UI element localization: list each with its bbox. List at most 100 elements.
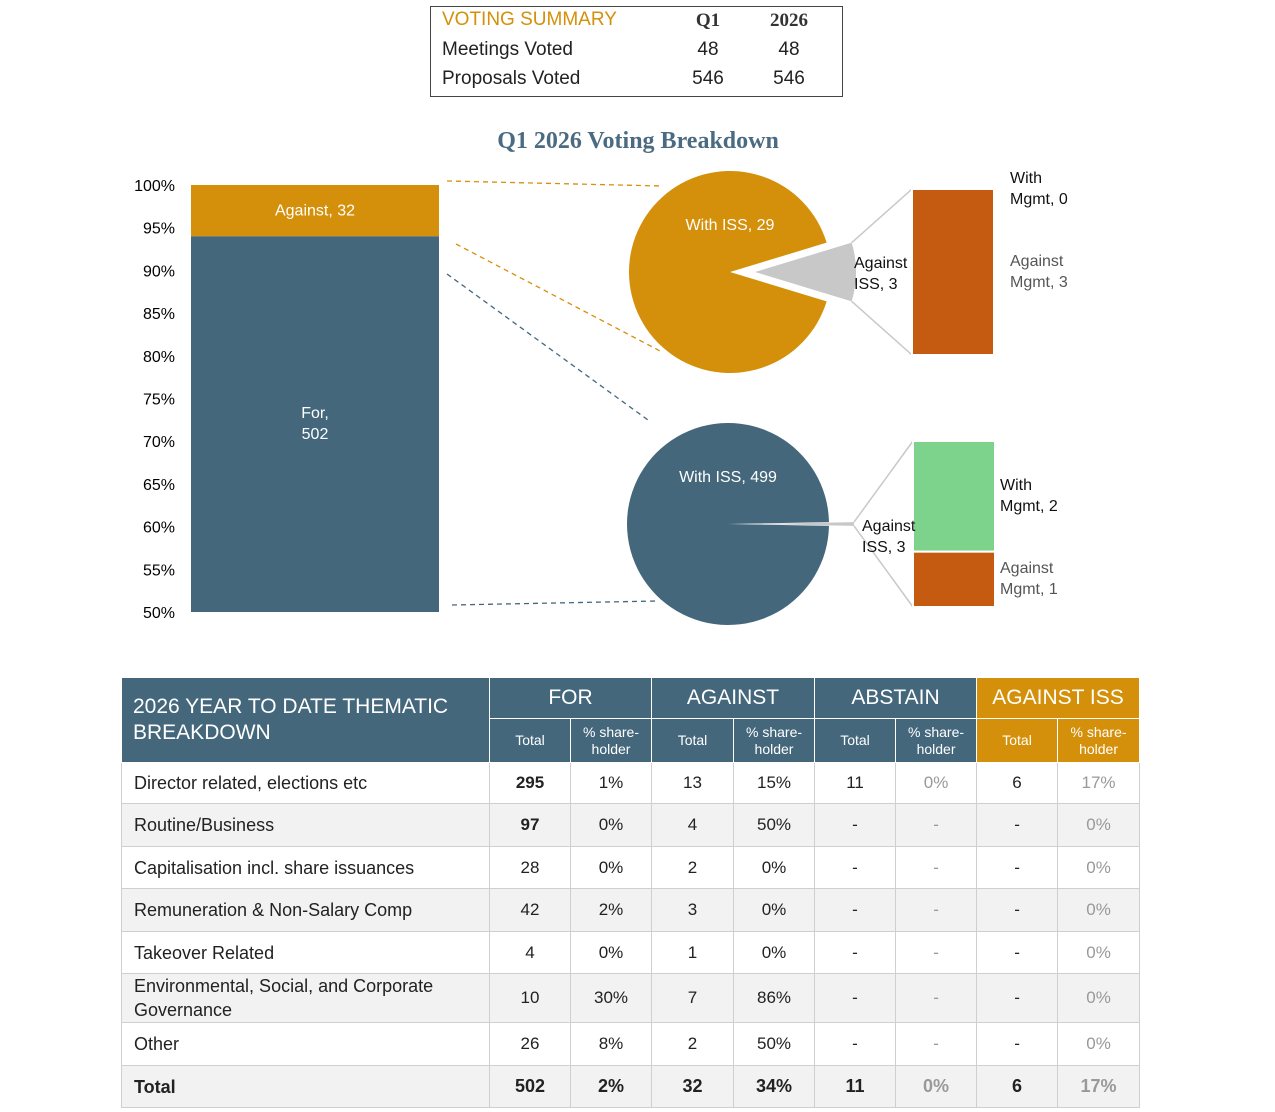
table-row: Remuneration & Non-Salary Comp 42 2% 3 0% - - -…: [121, 888, 1141, 932]
summary-row-label: Meetings Voted: [442, 39, 573, 60]
table-cell: 0%: [1057, 803, 1141, 847]
summary-value: 48: [778, 39, 800, 60]
table-row: Other 26 8% 2 50% - - -0%: [121, 1022, 1141, 1066]
table-cell: -: [976, 888, 1059, 932]
table-cell: 0%: [895, 762, 978, 804]
table-cell: 502: [489, 1065, 571, 1108]
bar-segment: [191, 236, 439, 612]
table-cell: 42: [489, 888, 571, 932]
y-tick-label: 70%: [143, 434, 175, 451]
table-cell: 0%: [733, 931, 816, 974]
table-cell: 97: [489, 803, 571, 847]
table-cell: 0%: [1057, 1022, 1141, 1066]
group-header: ABSTAIN: [814, 677, 978, 719]
connector: [851, 300, 913, 356]
table-cell: 32: [651, 1065, 735, 1108]
table-cell: 295: [489, 762, 571, 804]
table-cell: -: [814, 973, 897, 1023]
table-cell: 6: [976, 762, 1059, 804]
table-row: Capitalisation incl. share issuances 28 0%…: [121, 846, 1141, 889]
table-cell: Takeover Related: [121, 931, 490, 974]
y-tick-label: 100%: [134, 178, 175, 195]
bar-label: For, 502: [301, 405, 329, 444]
table-cell: 1%: [569, 762, 653, 804]
y-tick-label: 85%: [143, 306, 175, 323]
pie-label: Against ISS, 3: [854, 255, 908, 293]
group-header: AGAINST: [651, 677, 816, 719]
table-cell: 28: [489, 846, 571, 889]
table-cell: 0%: [569, 803, 653, 847]
table-cell: 10: [489, 973, 571, 1023]
table-cell: 0%: [733, 846, 816, 889]
breakdown-segment: [912, 440, 996, 553]
table-row: Takeover Related 4 0% 1 0% - - -0%: [121, 931, 1141, 974]
table-cell: -: [976, 846, 1059, 889]
thematic-table: 2026 YEAR TO DATE THEMATIC BREAKDOWN FOR A…: [121, 677, 1141, 1108]
table-cell: 0%: [733, 888, 816, 932]
y-tick-label: 80%: [143, 349, 175, 366]
table-cell: 50%: [733, 1022, 816, 1066]
breakdown-label: With Mgmt, 2: [1000, 477, 1058, 516]
breakdown-label: With Mgmt, 0: [1010, 170, 1068, 208]
group-header: AGAINST ISS: [976, 677, 1141, 719]
subheader: % share-holder: [1057, 718, 1141, 763]
header-row: 2026 YEAR TO DATE THEMATIC BREAKDOWN FOR A…: [121, 677, 1141, 763]
breakdown-segment: [911, 188, 995, 356]
table-cell: Capitalisation incl. share issuances: [121, 846, 490, 889]
table-cell: -: [895, 931, 978, 974]
table-cell: -: [895, 973, 978, 1023]
table-cell: 1: [651, 931, 735, 974]
pie-label: Against ISS, 3: [862, 518, 916, 556]
y-tick-label: 90%: [143, 263, 175, 280]
table-cell: -: [976, 973, 1059, 1023]
table-cell: 8%: [569, 1022, 653, 1066]
table-cell: 2: [651, 846, 735, 889]
table-cell: 50%: [733, 803, 816, 847]
breakdown-segment: [912, 550, 996, 609]
y-tick-label: 55%: [143, 562, 175, 579]
breakdown-label: Against Mgmt, 1: [1000, 560, 1058, 599]
subheader-row: Total% share-holder Total% share-holder To…: [122, 718, 1141, 763]
table-cell: 0%: [1057, 888, 1141, 932]
table-cell: 0%: [1057, 973, 1141, 1023]
connector: [853, 440, 914, 523]
table-row: Director related, elections etc 295 1% 13 15…: [121, 762, 1141, 804]
group-header: FOR: [488, 677, 653, 719]
table-cell: -: [976, 1022, 1059, 1066]
summary-column: Q1: [695, 10, 721, 31]
table-cell: -: [814, 931, 897, 974]
table-cell: 0%: [569, 931, 653, 974]
y-tick-label: 75%: [143, 392, 175, 409]
summary-value: 546: [692, 68, 724, 89]
table-row: Environmental, Social, and Corporate Gov…: [121, 973, 1141, 1023]
table-cell: 3: [651, 888, 735, 932]
table-row: Routine/Business 97 0% 4 50% - - -0%: [121, 803, 1141, 847]
subheader: Total: [814, 718, 897, 763]
table-cell: 30%: [569, 973, 653, 1023]
subheader: Total: [651, 718, 735, 763]
table-row: Total 502 2% 32 34% 11 0% 6 17%: [121, 1065, 1141, 1108]
table-cell: 2%: [569, 1065, 653, 1108]
table-title: 2026 YEAR TO DATE THEMATIC BREAKDOWN: [121, 677, 490, 763]
table-cell: 0%: [1057, 931, 1141, 974]
y-tick-label: 65%: [143, 477, 175, 494]
table-cell: 2: [651, 1022, 735, 1066]
connectors: [446, 180, 663, 606]
summary-column: 2026: [770, 10, 808, 31]
table-cell: 86%: [733, 973, 816, 1023]
table-cell: 0%: [1057, 846, 1141, 889]
subheader: % share-holder: [895, 718, 978, 763]
table-cell: 0%: [569, 846, 653, 889]
table-cell: -: [976, 931, 1059, 974]
chart: Q1 2026 Voting Breakdown 50% 55% 60% 65% 70%…: [134, 128, 996, 626]
table-cell: 26: [489, 1022, 571, 1066]
table-cell: Other: [121, 1022, 490, 1066]
subheader: % share-holder: [569, 718, 653, 763]
table-cell: -: [814, 1022, 897, 1066]
table-cell: -: [895, 803, 978, 847]
table-cell: 34%: [733, 1065, 816, 1108]
table-cell: 2%: [569, 888, 653, 932]
pie-slice: [627, 422, 829, 626]
table-cell: 6: [976, 1065, 1059, 1108]
